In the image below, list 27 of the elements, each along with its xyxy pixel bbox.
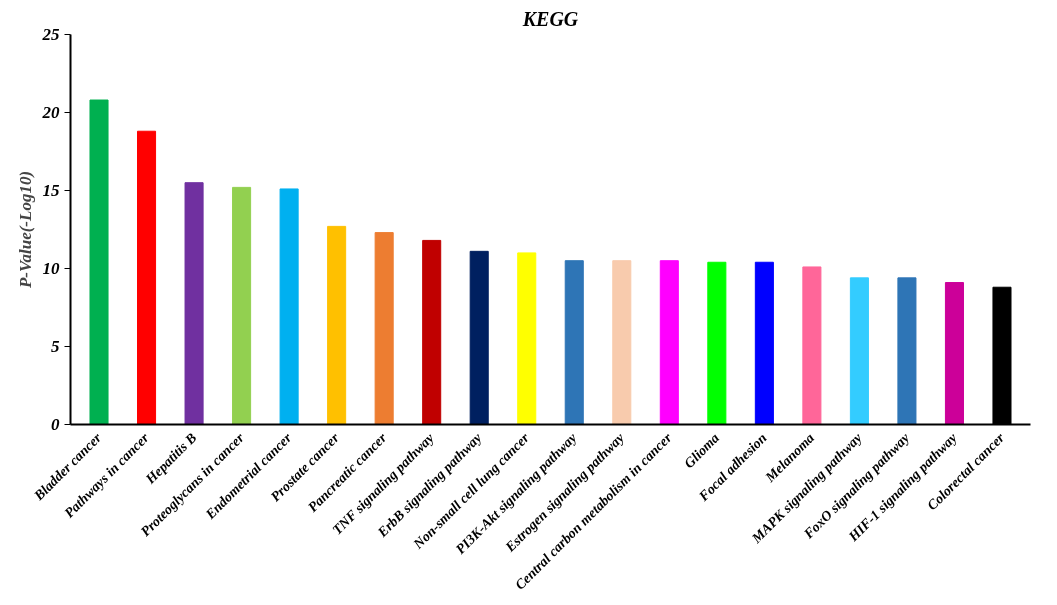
bar <box>707 261 727 425</box>
bar <box>327 225 347 425</box>
bar <box>89 99 109 425</box>
bar <box>754 261 774 425</box>
bar <box>944 282 964 425</box>
bar <box>279 188 299 425</box>
y-tick-label: 20 <box>41 103 60 122</box>
bar <box>517 252 537 425</box>
y-tick-label: 0 <box>51 415 60 434</box>
bar <box>137 130 157 425</box>
bar <box>612 260 632 425</box>
bar <box>469 250 489 425</box>
bar <box>422 239 442 425</box>
bar <box>184 182 204 425</box>
bar <box>659 260 679 425</box>
y-tick-label: 5 <box>51 337 60 356</box>
bar <box>897 277 917 425</box>
bar <box>564 260 584 425</box>
y-tick-label: 15 <box>42 181 60 200</box>
bar <box>802 266 822 425</box>
bar <box>374 232 394 425</box>
y-axis-title: P-Value(-Log10) <box>15 170 35 290</box>
y-tick-label: 25 <box>41 25 60 44</box>
chart-title: KEGG <box>521 7 579 30</box>
bar <box>232 186 252 425</box>
bar <box>849 277 869 425</box>
y-tick-label: 10 <box>42 259 60 278</box>
